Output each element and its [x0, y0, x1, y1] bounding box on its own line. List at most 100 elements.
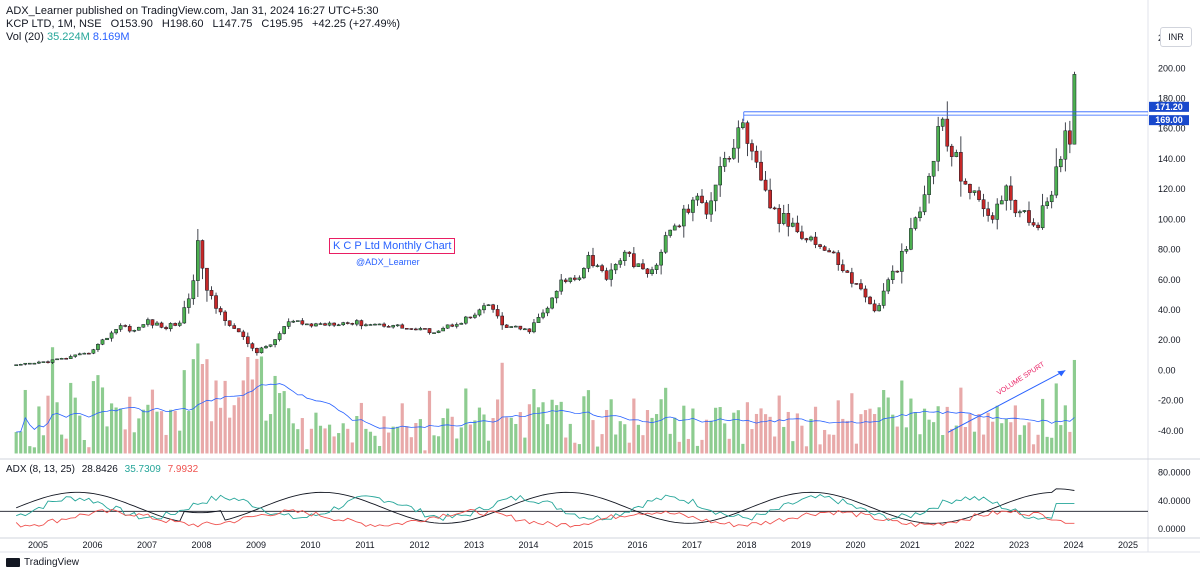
candle-body	[259, 347, 264, 354]
volume-bar	[164, 434, 168, 454]
volume-bar	[568, 423, 572, 454]
level-price-label: 171.20	[1155, 102, 1183, 112]
candle-body	[73, 354, 78, 357]
candle-body	[168, 323, 173, 330]
candle-body	[840, 264, 845, 272]
candle-body	[618, 260, 623, 265]
candle-body	[650, 269, 654, 274]
time-tick-label: 2011	[355, 540, 374, 550]
candle-body	[236, 328, 241, 333]
candle-body	[245, 336, 250, 344]
volume-bar	[387, 432, 391, 454]
volume-bar	[32, 447, 36, 454]
candle-body	[418, 328, 423, 331]
candle-body	[750, 143, 754, 152]
volume-label[interactable]: Vol (20)	[6, 31, 44, 43]
adx-line	[16, 488, 1075, 524]
candle-body	[759, 161, 763, 181]
volume-bar	[355, 416, 359, 454]
volume-bar	[473, 420, 477, 454]
volume-bar	[60, 434, 64, 454]
volume-bar	[691, 408, 695, 454]
candle-body	[1040, 205, 1045, 229]
volume-bar	[505, 417, 509, 454]
volume-bar	[704, 419, 709, 454]
volume-bar	[664, 387, 668, 454]
candle-body	[909, 228, 913, 250]
candle-body	[404, 328, 409, 330]
volume-bar	[532, 389, 536, 454]
volume-bar	[845, 420, 849, 454]
adx-panel: 80.0000 40.0000 0.0000	[0, 468, 1191, 534]
candle-body	[777, 208, 782, 224]
time-axis[interactable]: 2005 2006 2007 2008 2009 2010 2011 2012 2013 2014…	[28, 540, 1138, 550]
volume-bar	[432, 435, 436, 454]
volume-bar	[886, 397, 890, 454]
candle-body	[936, 126, 940, 162]
candle-body	[377, 323, 382, 326]
volume-bar	[155, 411, 159, 454]
volume-bar	[382, 416, 386, 454]
candle-body	[336, 324, 341, 327]
candle-body	[114, 329, 118, 334]
volume-bar	[986, 412, 990, 454]
candle-body	[513, 325, 518, 328]
candle-body	[473, 314, 477, 318]
volume-bar	[14, 432, 18, 454]
volume-bar	[995, 405, 999, 454]
candle-body	[577, 277, 582, 280]
candle-body	[954, 152, 959, 157]
candle-body	[286, 321, 291, 327]
candle-body	[109, 332, 114, 339]
candle-body	[813, 236, 818, 245]
candle-body	[1018, 211, 1022, 214]
candle-body	[350, 323, 355, 325]
candle-body	[273, 339, 277, 346]
close-value: C195.95	[261, 18, 303, 30]
candle-body	[554, 290, 559, 299]
candle-body	[200, 240, 205, 269]
volume-bar	[1000, 423, 1004, 454]
adx-label[interactable]: ADX (8, 13, 25)	[6, 464, 75, 475]
volume-bar	[273, 375, 277, 454]
volume-bar	[614, 434, 618, 454]
low-value: L147.75	[212, 18, 253, 30]
volume-bar	[396, 426, 400, 454]
volume-bar	[723, 423, 727, 454]
price-grid	[0, 0, 1200, 553]
volume-bar	[700, 439, 704, 454]
candle-body	[1045, 201, 1049, 206]
currency-label[interactable]: INR	[1160, 27, 1192, 47]
candle-body	[323, 323, 327, 326]
time-tick-label: 2007	[137, 540, 157, 550]
volume-bar	[981, 434, 986, 454]
volume-bar	[228, 417, 232, 454]
volume-bar	[1050, 437, 1054, 454]
candle-body	[427, 328, 432, 334]
time-tick-label: 2010	[300, 540, 320, 550]
time-tick-label: 2012	[409, 540, 429, 550]
candle-body	[105, 337, 109, 341]
volume-bar	[223, 380, 227, 454]
resistance-levels: 171.20 169.00	[743, 101, 1189, 126]
candle-body	[709, 200, 713, 215]
volume-bar	[1031, 444, 1036, 454]
candle-body	[382, 323, 386, 327]
volume-bar	[573, 442, 577, 454]
volume-bar	[232, 405, 236, 454]
volume-bar	[523, 437, 527, 454]
volume-bar	[109, 403, 114, 454]
candle-body	[600, 265, 604, 271]
symbol-label[interactable]: KCP LTD, 1M, NSE	[6, 18, 102, 30]
volume-bar	[123, 429, 127, 454]
volume-bar	[623, 424, 627, 454]
volume-bar	[400, 403, 404, 454]
tradingview-logo[interactable]: TradingView	[6, 557, 79, 568]
candle-body	[595, 265, 600, 267]
volume-bar	[373, 435, 377, 454]
volume-bar	[82, 439, 86, 454]
price-axis[interactable]: 220.00200.00180.00160.00140.00120.00100.…	[1158, 33, 1186, 436]
candle-body	[18, 364, 23, 366]
candle-body	[545, 307, 550, 314]
